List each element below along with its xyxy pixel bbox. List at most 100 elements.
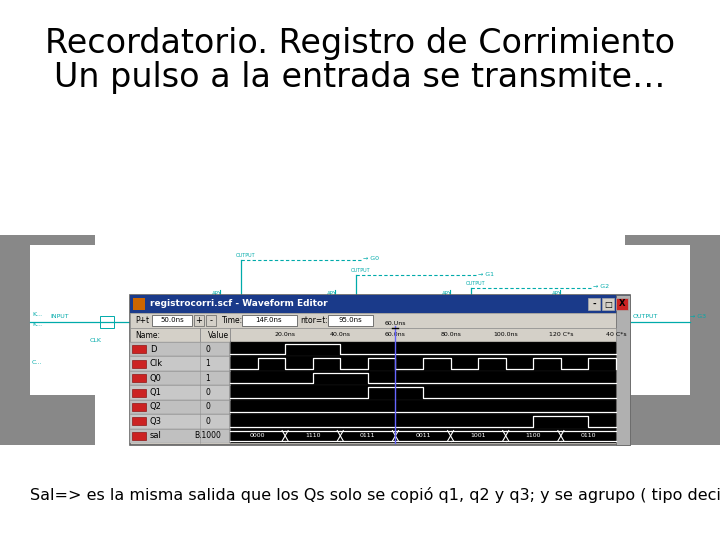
Text: CLRN: CLRN [538, 338, 552, 342]
Bar [230, 342, 616, 443]
Text: APY: APY [552, 291, 562, 296]
Text: X: X [618, 300, 625, 308]
Text: Q3: Q3 [150, 417, 162, 426]
Text: D: D [198, 318, 204, 327]
Text: 1: 1 [206, 374, 210, 382]
Bar [132, 388, 146, 396]
Bar [616, 295, 630, 445]
Text: PRN: PRN [198, 327, 209, 333]
Bar [309, 304, 361, 356]
Text: Q: Q [349, 318, 355, 327]
Text: 1001: 1001 [470, 433, 486, 438]
Text: K...: K... [32, 322, 42, 327]
Text: INPUT: INPUT [50, 314, 69, 319]
Text: 40.0ns: 40.0ns [330, 333, 351, 338]
Bar [132, 345, 146, 353]
Text: 60.Uns: 60.Uns [384, 321, 406, 326]
Text: 20.0ns: 20.0ns [274, 333, 296, 338]
Bar [625, 235, 720, 445]
Text: C...: C... [32, 360, 42, 365]
Bar [133, 298, 145, 310]
Text: Recordatorio. Registro de Corrimiento: Recordatorio. Registro de Corrimiento [45, 26, 675, 59]
Text: D: D [150, 345, 156, 354]
Text: Un pulso a la entrada se transmite…: Un pulso a la entrada se transmite… [54, 62, 666, 94]
Bar [130, 414, 230, 429]
Bar [130, 295, 630, 445]
Bar [132, 403, 146, 411]
Text: → G2: → G2 [593, 285, 609, 289]
Text: D: D [428, 318, 434, 327]
Text: OUTPUT: OUTPUT [632, 314, 657, 319]
Text: PRN: PRN [428, 327, 439, 333]
Bar [230, 371, 616, 385]
Text: Name:: Name: [135, 330, 160, 340]
Bar [602, 298, 614, 310]
Bar [130, 342, 230, 356]
Text: CLRN: CLRN [198, 338, 212, 342]
Text: 1110: 1110 [305, 433, 320, 438]
Text: +: + [196, 316, 202, 325]
Bar [206, 315, 216, 326]
Text: Sal=> es la misma salida que los Qs solo se copió q1, q2 y q3; y se agrupo ( tip: Sal=> es la misma salida que los Qs solo… [30, 487, 720, 503]
Bar [242, 315, 297, 326]
Text: CLRN: CLRN [428, 338, 442, 342]
Bar [230, 342, 616, 356]
Bar [194, 315, 204, 326]
Bar [132, 360, 146, 368]
Text: APY: APY [327, 291, 337, 296]
Text: Value: Value [208, 330, 229, 340]
Bar [30, 245, 690, 395]
Bar [588, 298, 600, 310]
Text: □: □ [604, 300, 612, 308]
Bar [130, 328, 616, 342]
Bar [616, 298, 628, 310]
Text: 1: 1 [206, 359, 210, 368]
Text: APY: APY [442, 291, 452, 296]
Text: -: - [210, 316, 212, 325]
Bar [230, 356, 616, 371]
Text: 60.0ns: 60.0ns [385, 333, 406, 338]
Text: 0110: 0110 [580, 433, 596, 438]
Bar [100, 316, 114, 328]
Bar [130, 400, 230, 414]
Text: APY: APY [212, 291, 222, 296]
Bar [194, 304, 246, 356]
Text: → G1: → G1 [478, 272, 494, 276]
Text: 0: 0 [206, 345, 210, 354]
Text: sal: sal [150, 431, 162, 440]
Text: OUTPUT: OUTPUT [466, 281, 485, 286]
Text: 1100: 1100 [526, 433, 541, 438]
Text: CLRN: CLRN [313, 338, 327, 342]
Text: 100.0ns: 100.0ns [493, 333, 518, 338]
Text: 0: 0 [206, 388, 210, 397]
Bar [230, 400, 616, 414]
Bar [424, 304, 476, 356]
Text: PRN: PRN [313, 327, 324, 333]
Bar [230, 385, 616, 400]
Text: Q: Q [464, 318, 470, 327]
Text: 0: 0 [206, 402, 210, 411]
Bar [132, 374, 146, 382]
Text: 0011: 0011 [415, 433, 431, 438]
Bar [132, 432, 146, 440]
Bar [130, 356, 230, 371]
Bar [130, 429, 230, 443]
Text: ntor=t:: ntor=t: [300, 316, 328, 325]
Text: OUTPUT: OUTPUT [236, 253, 256, 258]
Text: CLK: CLK [90, 338, 102, 342]
Bar [130, 342, 230, 443]
Text: registrocorri.scf - Waveform Editor: registrocorri.scf - Waveform Editor [150, 300, 328, 308]
Text: 14F.0ns: 14F.0ns [256, 318, 282, 323]
Text: B.1000: B.1000 [194, 431, 222, 440]
Text: 0000: 0000 [250, 433, 266, 438]
Text: Q: Q [234, 318, 240, 327]
Bar [0, 235, 95, 445]
Text: Q0: Q0 [150, 374, 162, 382]
Text: Clk: Clk [150, 359, 163, 368]
Text: 0: 0 [206, 417, 210, 426]
Text: -: - [592, 300, 596, 308]
Text: 50.0ns: 50.0ns [160, 318, 184, 323]
Text: Q2: Q2 [150, 402, 162, 411]
Text: OUTPUT: OUTPUT [351, 268, 371, 273]
Bar [130, 313, 630, 328]
